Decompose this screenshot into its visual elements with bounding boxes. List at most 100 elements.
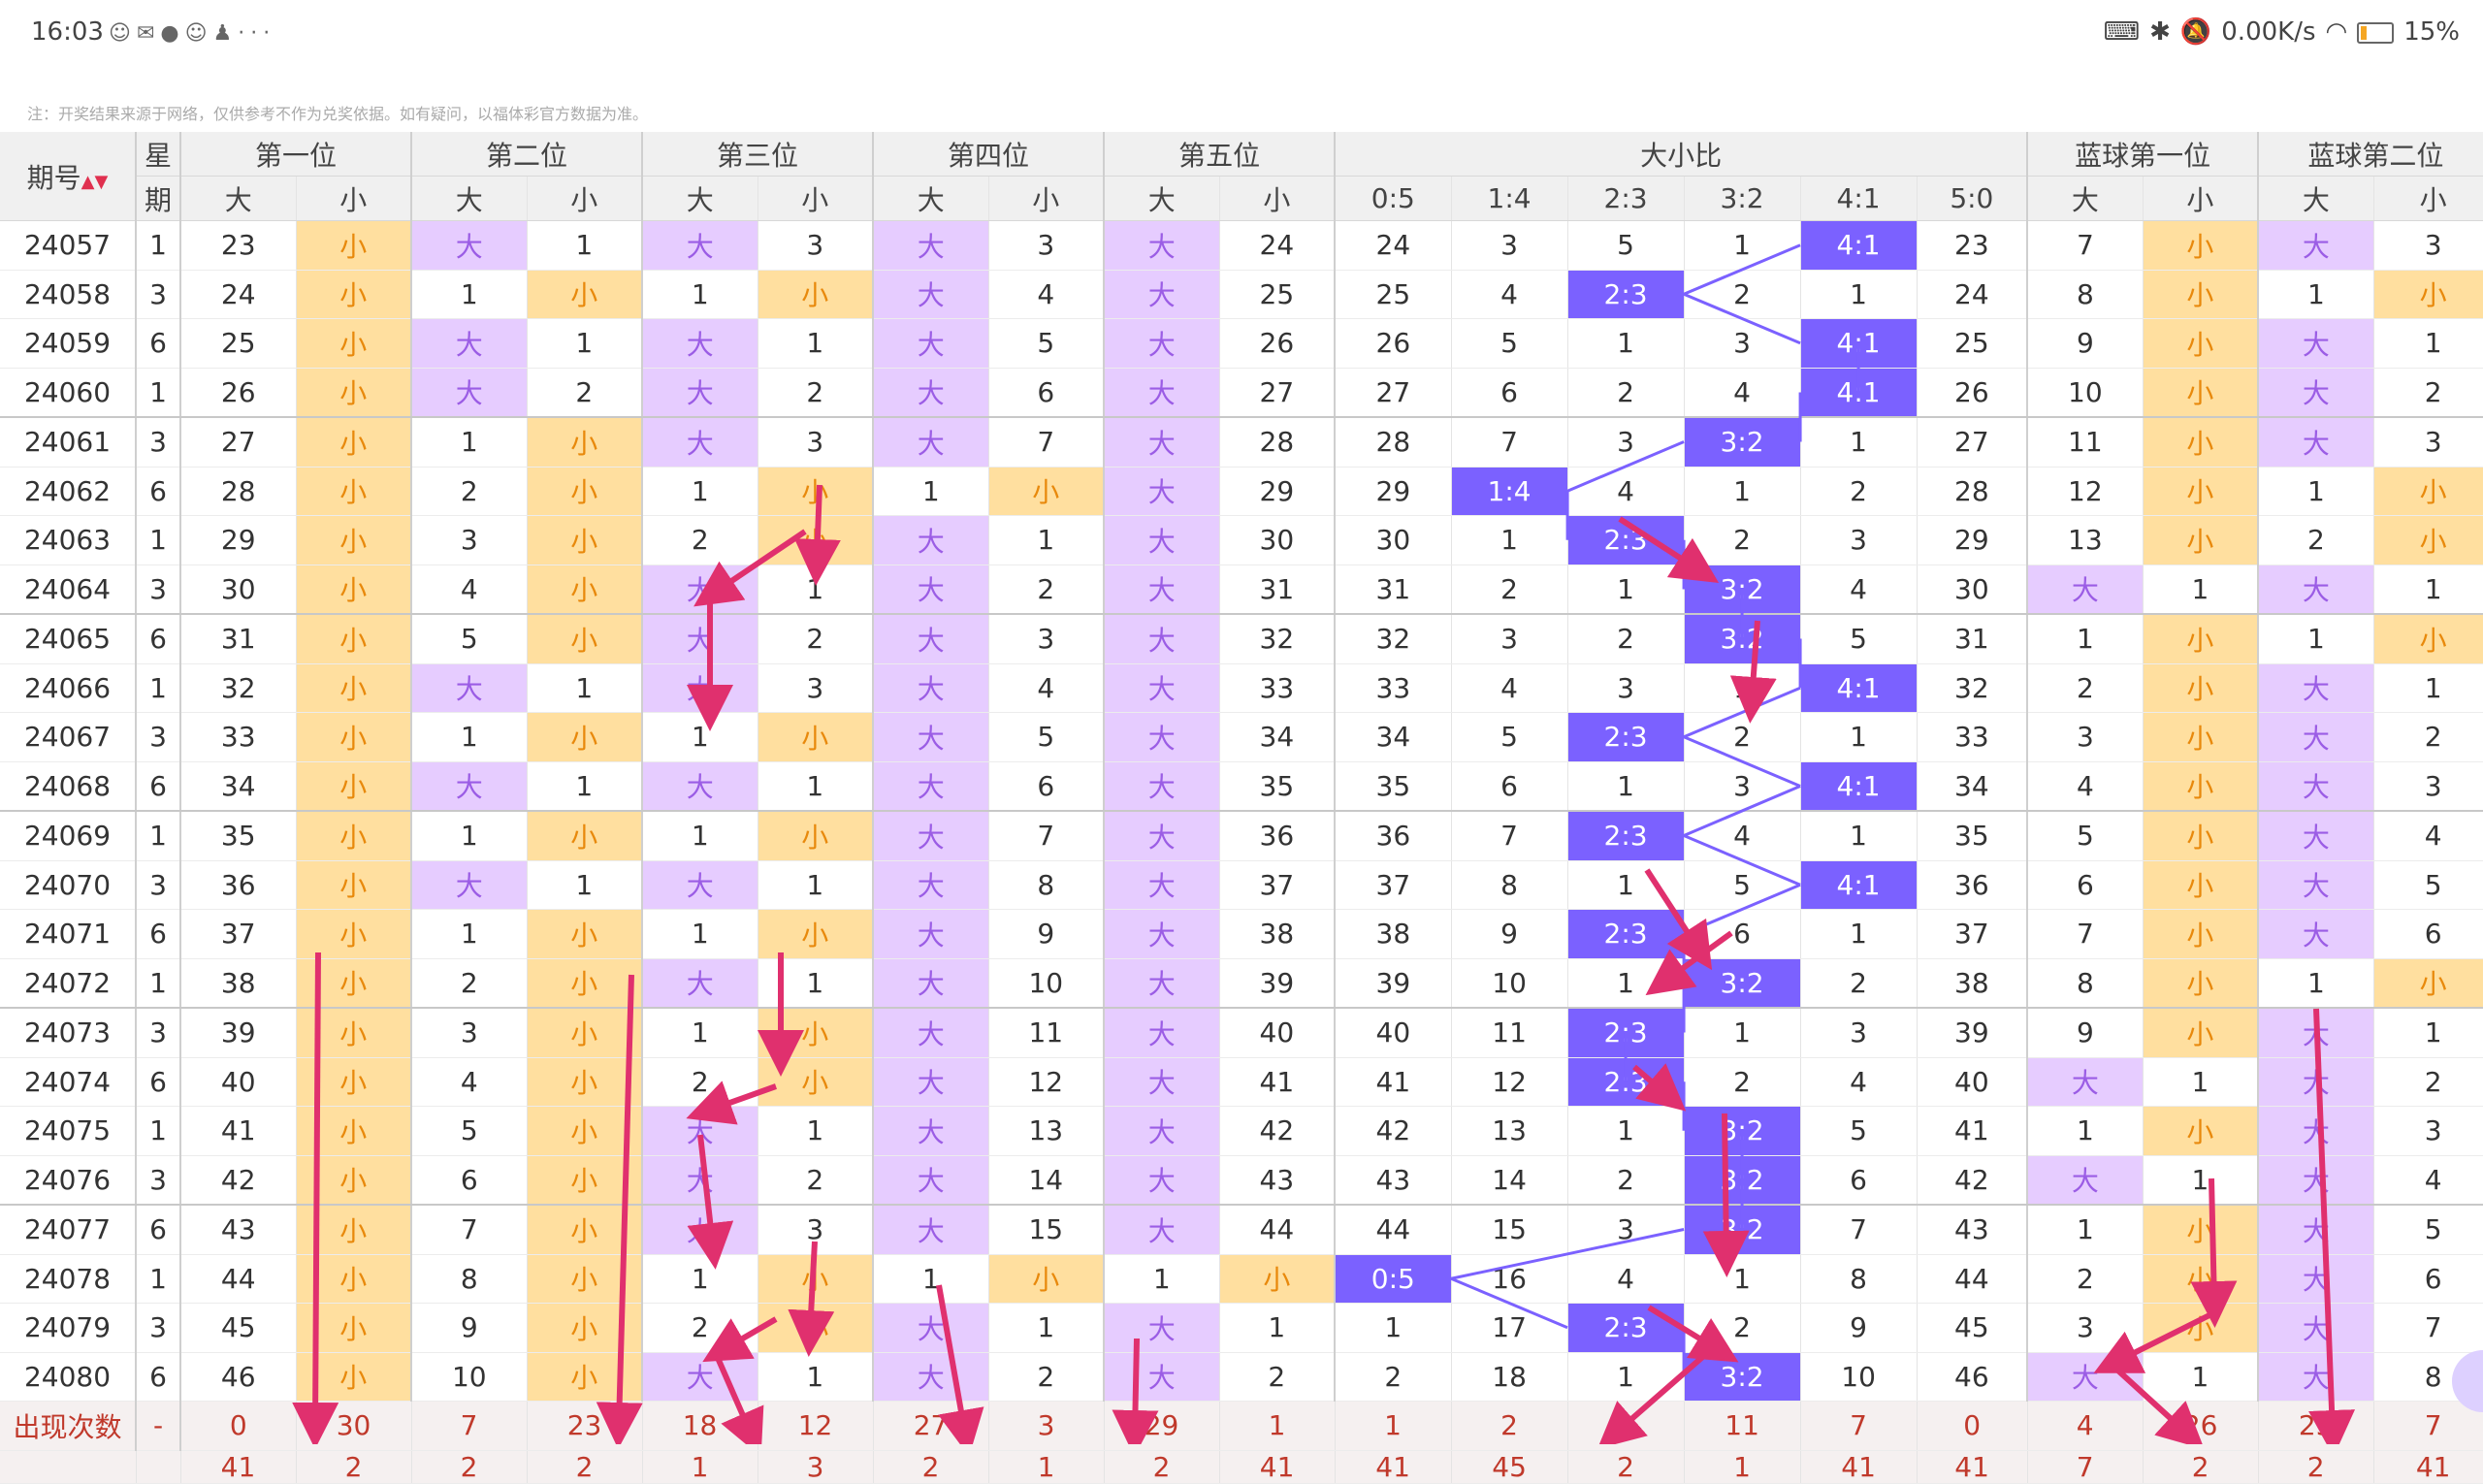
table-cell: 小 [527, 958, 644, 1009]
ratio-cell: 3:2 [1684, 565, 1801, 615]
table-cell: 27 [1219, 368, 1337, 418]
table-cell: 小 [527, 1352, 644, 1402]
table-cell: 7 [2373, 1303, 2483, 1353]
table-cell: 41 [1917, 1450, 2028, 1484]
ratio-cell: 27 [1917, 417, 2029, 468]
table-cell: 大 [1104, 1303, 1220, 1353]
table-cell: 24064 [0, 565, 137, 615]
table-cell: 1 [2258, 467, 2374, 516]
qq-icon: ♟ [212, 21, 239, 46]
table-cell: 小 [296, 1057, 413, 1107]
table-row: 24078 1 44 小 8 小 1 小 1 小 1 小 0:5 16 4 1 8 44 2 小大 6 [0, 1254, 2483, 1304]
table-cell: 1 [2373, 1008, 2483, 1058]
table-cell: 3 [758, 1205, 875, 1255]
table-cell: 8 [2027, 958, 2144, 1009]
table-cell: 小 [527, 712, 644, 762]
ratio-cell: 46 [1917, 1352, 2029, 1402]
ratio-cell: 1 [1684, 1008, 1801, 1058]
issue-header[interactable]: 期号▲▼ [0, 132, 137, 221]
table-cell: 6 [988, 761, 1106, 812]
table-cell: 1 [136, 811, 181, 861]
table-cell: 大 [873, 1352, 989, 1402]
ratio-cell: 9 [1800, 1303, 1918, 1353]
table-cell: 大 [873, 663, 989, 713]
table-cell: 5 [988, 712, 1106, 762]
table-cell: 6 [411, 1155, 528, 1206]
ratio-cell: 38 [1917, 958, 2029, 1009]
table-cell: 38 [1219, 909, 1337, 959]
ratio-cell: 37 [1335, 860, 1452, 910]
sub-header: 小 [2373, 176, 2483, 221]
table-cell: 24070 [0, 860, 137, 910]
table-cell: 24068 [0, 761, 137, 812]
table-cell: 5 [2373, 860, 2483, 910]
table-cell: 3 [136, 1303, 181, 1353]
table-cell: 1 [136, 368, 181, 418]
table-cell: 大 [642, 1155, 758, 1206]
sub-header: 大 [642, 176, 758, 221]
table-cell: 大 [411, 368, 528, 418]
table-row: 24065 6 31 小 5 小大 2 大 3 大 32 32 3 2 3:2 5 31 1 小 1 小 [0, 614, 2483, 664]
table-cell: 6 [2373, 1254, 2483, 1304]
table-cell: 2 [758, 614, 875, 664]
table-cell: 大 [1104, 1352, 1220, 1402]
table-cell: 大 [1104, 1106, 1220, 1156]
table-row: 24061 3 27 小 1 小大 3 大 7 大 28 28 7 3 3:2 1 27 11 小大 3 [0, 417, 2483, 468]
summary-cell: 30 [296, 1401, 412, 1451]
table-cell: 36 [1219, 811, 1337, 861]
table-cell: 小 [2143, 761, 2260, 812]
table-cell: 小 [2143, 958, 2260, 1009]
table-cell: 1 [642, 467, 758, 516]
table-cell: 3 [136, 1155, 181, 1206]
table-cell: 1 [2258, 270, 2374, 319]
table-cell: 2 [758, 1155, 875, 1206]
table-cell: 小 [1219, 1254, 1337, 1304]
table-cell: 14 [988, 1155, 1106, 1206]
table-cell: 30 [1219, 515, 1337, 565]
ratio-cell: 1 [1567, 860, 1685, 910]
summary-cell: 12 [758, 1401, 874, 1451]
sort-icon[interactable]: ▲▼ [81, 171, 109, 192]
table-cell: 小 [758, 712, 875, 762]
table-cell: 11 [988, 1008, 1106, 1058]
table-cell: 2 [873, 1450, 989, 1484]
table-cell: 小 [527, 1303, 644, 1353]
table-cell: 小 [296, 663, 413, 713]
summary-cell: 18 [642, 1401, 758, 1451]
table-cell: 24069 [0, 811, 137, 861]
ratio-cell: 5 [1800, 1106, 1918, 1156]
table-cell: 大 [2258, 1352, 2374, 1402]
table-cell: 大 [1104, 220, 1220, 271]
ratio-cell: 4 [1684, 811, 1801, 861]
table-cell: 大 [1104, 712, 1220, 762]
sub-header: 小 [758, 176, 875, 221]
table-cell: 33 [180, 712, 297, 762]
table-cell: 小 [296, 712, 413, 762]
sub-header: 大 [1104, 176, 1220, 221]
table-cell: 小 [296, 1008, 413, 1058]
table-cell: 34 [1219, 712, 1337, 762]
ratio-cell: 4:1 [1800, 663, 1918, 713]
table-cell: 42 [180, 1155, 297, 1206]
table-cell: 2 [2143, 1450, 2259, 1484]
table-cell: 6 [136, 467, 181, 516]
ratio-cell: 3:2 [1684, 958, 1801, 1009]
ratio-cell: 33 [1335, 663, 1452, 713]
table-cell: 小 [527, 1106, 644, 1156]
ratio-cell: 31 [1335, 565, 1452, 615]
status-right: ⌨ ✱ 🔕 0.00K/s ◠ 15% [2094, 17, 2460, 47]
table-cell: 4 [411, 1057, 528, 1107]
table-cell: 24057 [0, 220, 137, 271]
table-cell: 小 [527, 515, 644, 565]
table-cell: 小 [758, 1057, 875, 1107]
ratio-cell: 17 [1451, 1303, 1568, 1353]
ratio-cell: 4 [1800, 1057, 1918, 1107]
table-cell: 24063 [0, 515, 137, 565]
ratio-cell: 1:4 [1451, 467, 1568, 516]
table-cell: 3 [411, 515, 528, 565]
table-cell: 大 [1104, 417, 1220, 468]
ratio-cell: 3:2 [1684, 1155, 1801, 1206]
ratio-cell: 4:1 [1800, 761, 1918, 812]
table-cell: 大 [2258, 417, 2374, 468]
table-cell: 2 [2373, 1057, 2483, 1107]
